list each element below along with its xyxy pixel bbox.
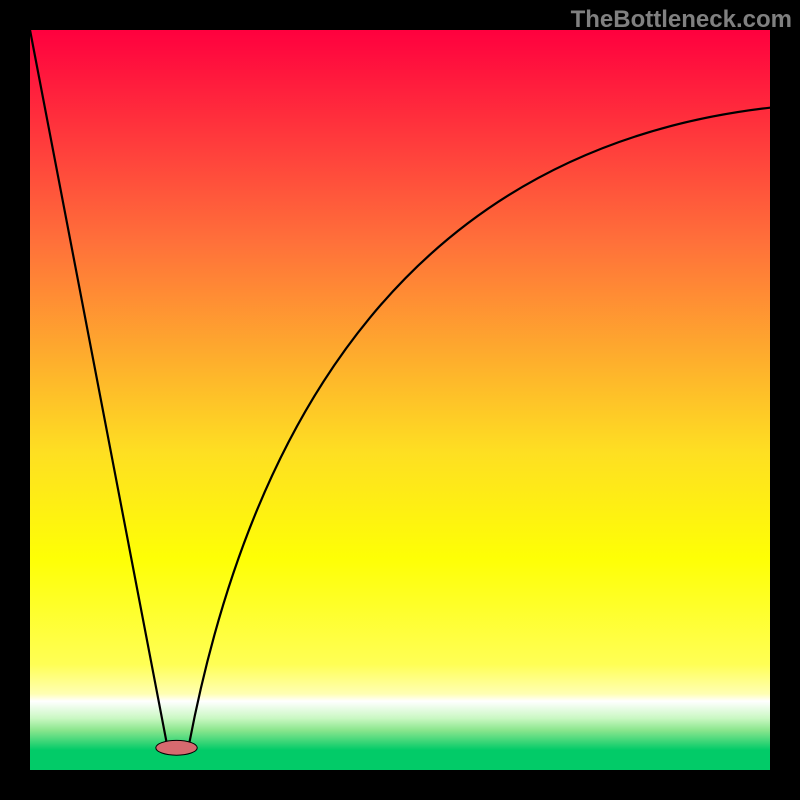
- chart-container: TheBottleneck.com: [0, 0, 800, 800]
- watermark-text: TheBottleneck.com: [571, 6, 792, 34]
- bottleneck-chart: [0, 0, 800, 800]
